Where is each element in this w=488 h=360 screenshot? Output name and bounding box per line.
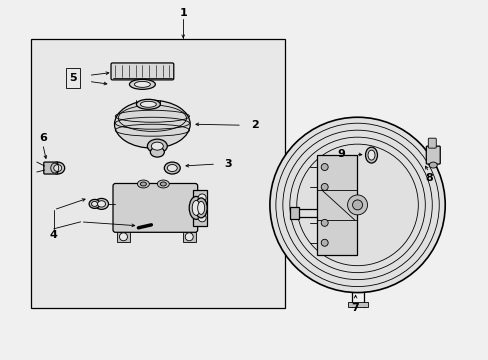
Ellipse shape xyxy=(137,180,149,188)
FancyBboxPatch shape xyxy=(113,184,197,232)
Ellipse shape xyxy=(365,147,377,163)
Text: 1: 1 xyxy=(179,8,187,18)
Bar xyxy=(193,190,207,226)
Ellipse shape xyxy=(160,182,166,186)
Ellipse shape xyxy=(134,81,150,87)
Ellipse shape xyxy=(147,139,167,153)
Ellipse shape xyxy=(157,180,169,188)
FancyBboxPatch shape xyxy=(44,162,58,174)
FancyBboxPatch shape xyxy=(111,63,173,80)
Ellipse shape xyxy=(164,162,180,174)
Text: 9: 9 xyxy=(337,149,345,159)
Ellipse shape xyxy=(140,182,146,186)
Circle shape xyxy=(198,194,206,202)
Text: 6: 6 xyxy=(39,133,47,143)
Circle shape xyxy=(119,233,127,241)
Bar xyxy=(289,207,298,219)
Ellipse shape xyxy=(136,99,160,109)
Bar xyxy=(117,232,130,242)
Text: 5: 5 xyxy=(69,73,76,84)
Ellipse shape xyxy=(51,162,64,174)
Text: 7: 7 xyxy=(351,302,359,312)
Bar xyxy=(65,68,80,88)
Ellipse shape xyxy=(54,165,61,171)
Text: 3: 3 xyxy=(224,159,231,169)
Circle shape xyxy=(321,163,327,171)
Ellipse shape xyxy=(197,201,204,214)
Ellipse shape xyxy=(195,198,207,218)
FancyBboxPatch shape xyxy=(427,138,435,148)
Ellipse shape xyxy=(151,142,163,150)
Bar xyxy=(316,155,356,255)
Text: 4: 4 xyxy=(50,230,58,240)
Text: 8: 8 xyxy=(425,173,432,183)
Ellipse shape xyxy=(167,165,177,171)
Ellipse shape xyxy=(428,162,436,168)
Bar xyxy=(31,39,285,307)
Bar xyxy=(183,232,195,242)
Circle shape xyxy=(269,117,444,293)
Circle shape xyxy=(321,219,327,226)
Ellipse shape xyxy=(192,201,200,215)
Ellipse shape xyxy=(140,101,156,107)
Circle shape xyxy=(352,200,362,210)
Ellipse shape xyxy=(98,201,105,207)
Ellipse shape xyxy=(91,201,98,206)
Ellipse shape xyxy=(94,198,108,210)
Ellipse shape xyxy=(129,80,155,89)
Bar xyxy=(347,302,367,306)
Circle shape xyxy=(185,233,193,241)
Circle shape xyxy=(321,184,327,190)
FancyBboxPatch shape xyxy=(426,146,439,164)
Circle shape xyxy=(198,214,206,222)
Circle shape xyxy=(347,195,367,215)
Circle shape xyxy=(321,239,327,246)
Ellipse shape xyxy=(367,150,374,160)
Ellipse shape xyxy=(89,199,100,208)
Ellipse shape xyxy=(114,100,190,148)
Ellipse shape xyxy=(150,147,164,157)
Ellipse shape xyxy=(189,197,203,219)
Text: 2: 2 xyxy=(250,120,258,130)
